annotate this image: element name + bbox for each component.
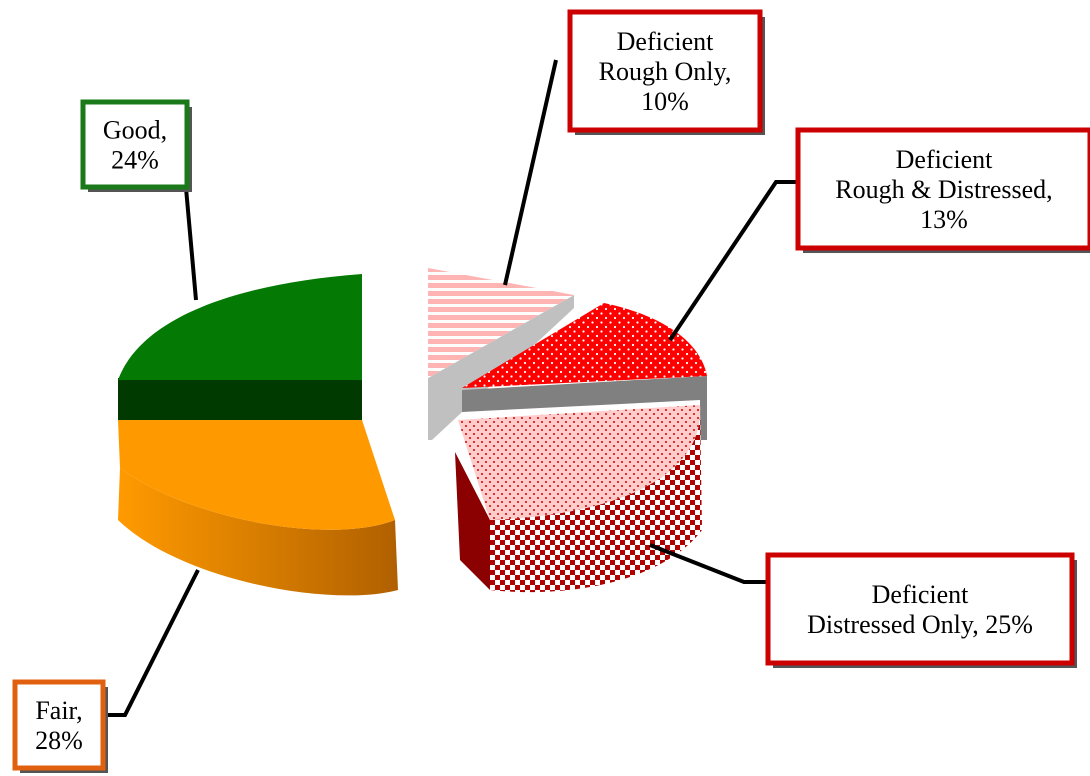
pie-slice-side-fair — [118, 468, 398, 596]
callout-fair: Fair,28% — [12, 679, 108, 773]
callout-label-roughdist-line-2: Rough & Distressed, — [835, 175, 1052, 204]
callout-label-fair-line-1: Fair, — [35, 696, 82, 725]
callout-label-roughdist-line-1: Deficient — [896, 145, 994, 174]
leader-line-roughdist — [668, 180, 798, 342]
callout-box — [567, 9, 763, 133]
callout-label-distonly-line-1: Deficient — [872, 580, 970, 609]
pie-slice-fair — [118, 420, 395, 530]
leader-line-good — [184, 187, 198, 301]
callout-label-rough-line-3: 10% — [641, 87, 689, 116]
callout-label-rough-line-2: Rough Only, — [599, 57, 732, 86]
callout-label-good-line-1: Good, — [103, 116, 167, 145]
pie-slice-good — [118, 274, 362, 380]
callout-box — [80, 99, 190, 190]
callout-label-fair-line-2: 28% — [35, 726, 83, 755]
leader-line-fair — [103, 569, 200, 717]
callout-box — [765, 552, 1075, 666]
callout-good: Good,24% — [80, 99, 192, 192]
callout-label-rough-line-1: Deficient — [617, 27, 715, 56]
callout-box — [12, 679, 106, 771]
pie-slice-side-good — [118, 378, 362, 420]
callout-box — [795, 127, 1090, 251]
callout-label-distonly-line-2: Distressed Only, 25% — [807, 610, 1033, 639]
pie-slice-rough — [428, 268, 574, 378]
callout-label-good-line-2: 24% — [111, 146, 159, 175]
pie-slice-distonly — [458, 405, 701, 520]
pie-slice-side-roughdist — [462, 376, 707, 440]
leader-line-rough — [503, 59, 558, 286]
leader-line-distonly — [649, 543, 768, 584]
pie-slice-roughdist — [462, 303, 707, 388]
pie-slice-edge-distressed — [455, 452, 490, 590]
callout-label-roughdist-line-3: 13% — [920, 205, 968, 234]
pie-slice-side-distonly — [490, 405, 702, 593]
